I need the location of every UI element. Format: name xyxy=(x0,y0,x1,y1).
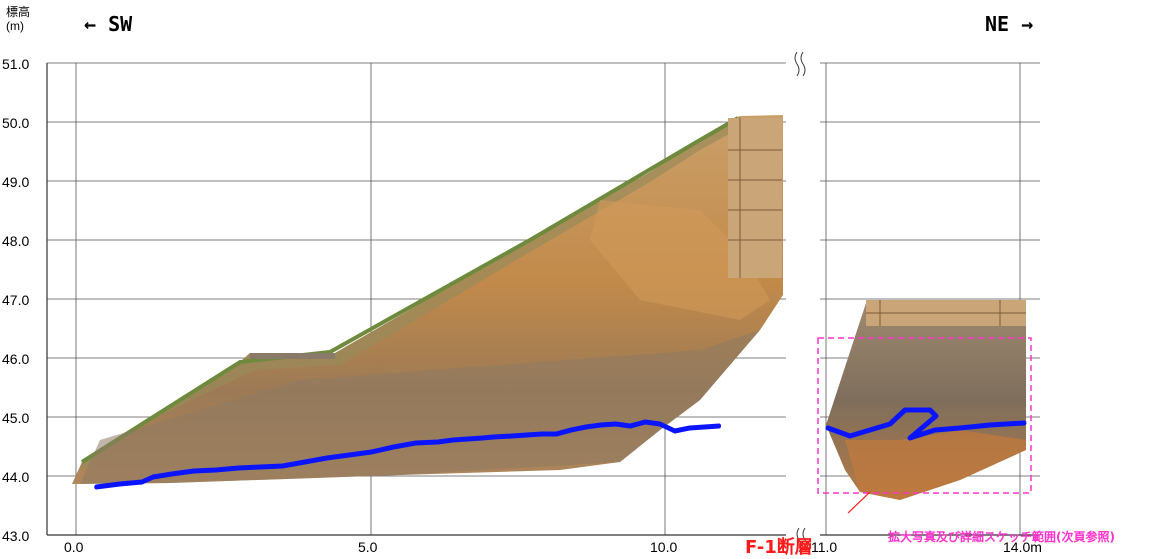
y-tick-label: 46.0 xyxy=(2,351,30,367)
axes-frame xyxy=(46,63,1040,536)
x-tick-label: 0.0 xyxy=(64,539,84,555)
left-outcrop xyxy=(72,115,783,484)
y-tick-label: 49.0 xyxy=(2,174,30,190)
x-tick-label: 5.0 xyxy=(358,539,378,555)
fault-leader-line xyxy=(847,491,871,514)
y-tick-label: 44.0 xyxy=(2,469,30,485)
y-tick-label: 51.0 xyxy=(2,56,30,72)
y-tick-label: 50.0 xyxy=(2,115,30,131)
fault-trace-left xyxy=(94,419,722,490)
y-tick-label: 43.0 xyxy=(2,528,30,544)
detail-range-label: 拡大写真及び詳細スケッチ範囲(次頁参照) xyxy=(888,530,1115,544)
y-tick-label: 45.0 xyxy=(2,410,30,426)
x-tick-label: 10.0 xyxy=(650,539,678,555)
fault-label: F-1断層 xyxy=(745,537,813,558)
axis-break-gap xyxy=(786,55,820,539)
right-outcrop xyxy=(826,300,1026,500)
fault-trace-right xyxy=(825,407,1027,441)
x-tick-label: 11.0 xyxy=(811,539,838,555)
y-tick-label: 47.0 xyxy=(2,292,30,308)
direction-ne-label: NE → xyxy=(985,12,1034,36)
y-axis-unit-parenthesis: (m) xyxy=(6,19,24,33)
x-tick-label: 14.0m xyxy=(1003,539,1042,555)
y-axis-unit-label: 標高 xyxy=(6,5,31,19)
direction-sw-label: ← SW xyxy=(84,12,133,36)
detail-range-box xyxy=(817,337,1032,494)
axis-break-mark-bottom xyxy=(796,527,808,553)
y-tick-label: 48.0 xyxy=(2,233,30,249)
axis-break-mark-top xyxy=(794,51,806,77)
